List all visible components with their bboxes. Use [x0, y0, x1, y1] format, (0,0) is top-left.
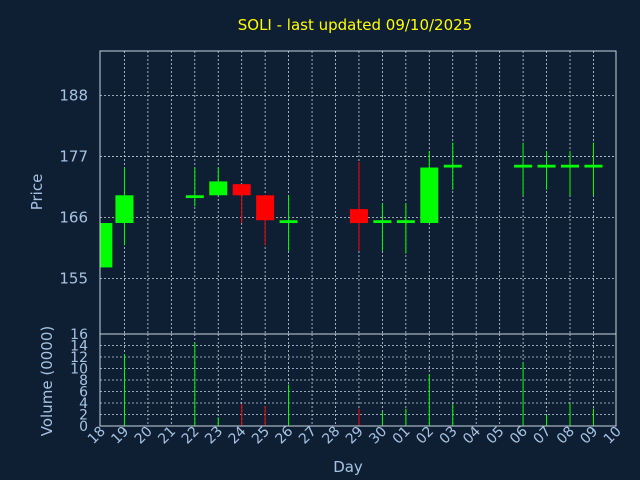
candle: [279, 195, 298, 251]
price-y-ticks: 155 166 177 188: [59, 86, 88, 287]
candle-body: [349, 209, 368, 224]
price-candles: [100, 142, 603, 268]
chart-title: SOLI - last updated 09/10/2025: [238, 16, 472, 34]
price-y-tick-label: 188: [59, 86, 88, 104]
candle-body: [279, 220, 298, 224]
price-y-tick-label: 177: [59, 147, 88, 165]
candle-body: [396, 220, 415, 224]
candle: [100, 223, 113, 268]
candle: [584, 142, 603, 196]
price-panel: 155 166 177 188 Price: [28, 50, 617, 335]
volume-y-tick-label: 10: [70, 362, 88, 378]
candle: [373, 203, 392, 251]
candle-body: [420, 167, 439, 224]
candle: [514, 142, 533, 196]
volume-panel-frame: [99, 333, 617, 427]
price-y-tick-label: 166: [59, 208, 88, 226]
candle-body: [232, 184, 251, 196]
volume-y-tick-label: 8: [79, 373, 88, 389]
candle: [232, 184, 251, 224]
candle-body: [185, 195, 204, 199]
candle: [420, 150, 439, 224]
candle: [396, 203, 415, 254]
volume-y-axis-label: Volume (0000): [38, 326, 56, 436]
candle: [349, 161, 368, 251]
candle-body: [561, 164, 579, 168]
candle-body: [537, 164, 556, 168]
candle: [185, 167, 204, 207]
volume-y-tick-label: 2: [79, 408, 88, 424]
x-axis-ticks: 18 19 20 21 22 23 24 25 26 27 28 29 30 01 02 03 04 05 06 07…: [85, 423, 625, 447]
volume-y-tick-label: 14: [70, 339, 88, 355]
volume-y-tick-label: 12: [70, 350, 88, 366]
candle: [537, 150, 556, 190]
candle-body: [100, 223, 113, 268]
volume-y-tick-label: 4: [79, 396, 88, 412]
candle-body: [115, 195, 134, 224]
candle-body: [256, 195, 275, 221]
price-y-tick-label: 155: [59, 270, 88, 288]
x-axis-label: Day: [333, 458, 363, 476]
candle-body: [209, 181, 228, 196]
volume-y-tick-label: 16: [70, 327, 88, 343]
candle-body: [584, 164, 603, 168]
candle: [256, 195, 275, 246]
volume-y-tick-label: 0: [79, 419, 88, 435]
volume-y-tick-label: 6: [79, 385, 88, 401]
candle: [561, 150, 579, 196]
candle: [115, 167, 134, 246]
candle: [209, 167, 228, 196]
candle: [443, 142, 462, 190]
candle-body: [443, 164, 462, 168]
price-y-axis-label: Price: [28, 174, 46, 211]
candle-body: [373, 220, 392, 224]
candle-body: [514, 164, 533, 168]
volume-bars: [123, 342, 594, 426]
